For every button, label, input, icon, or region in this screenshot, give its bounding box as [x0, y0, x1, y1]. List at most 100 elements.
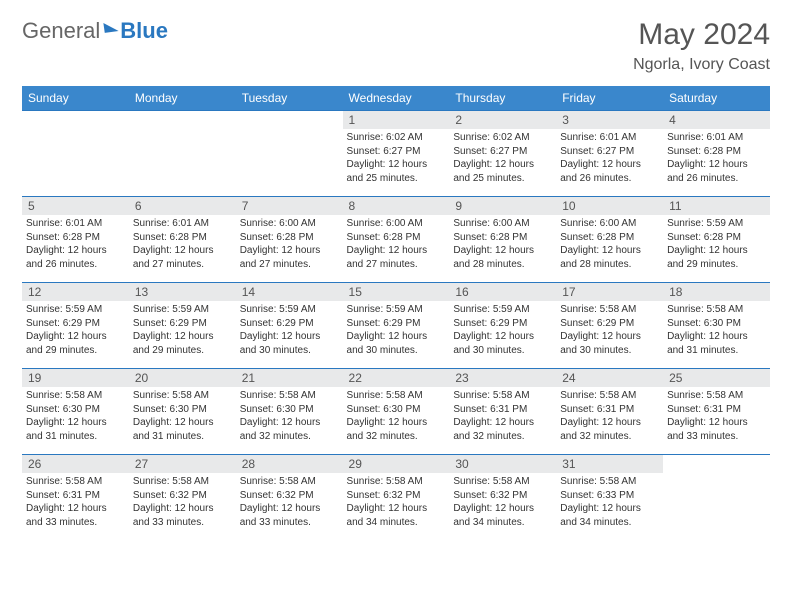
sunrise-text: Sunrise: 5:58 AM: [347, 389, 446, 403]
sunrise-text: Sunrise: 5:58 AM: [667, 303, 766, 317]
calendar-week-row: 12Sunrise: 5:59 AMSunset: 6:29 PMDayligh…: [22, 283, 770, 369]
sunrise-text: Sunrise: 5:58 AM: [453, 475, 552, 489]
header: General Blue May 2024 Ngorla, Ivory Coas…: [22, 18, 770, 74]
calendar-day-cell: 21Sunrise: 5:58 AMSunset: 6:30 PMDayligh…: [236, 369, 343, 455]
calendar-day-cell: 16Sunrise: 5:59 AMSunset: 6:29 PMDayligh…: [449, 283, 556, 369]
calendar-day-cell: 4Sunrise: 6:01 AMSunset: 6:28 PMDaylight…: [663, 111, 770, 197]
day-number: 10: [556, 197, 663, 215]
day-number: 29: [343, 455, 450, 473]
day-number: 11: [663, 197, 770, 215]
sunrise-text: Sunrise: 5:59 AM: [133, 303, 232, 317]
location: Ngorla, Ivory Coast: [633, 56, 770, 74]
day-number: 19: [22, 369, 129, 387]
daylight-text: Daylight: 12 hours and 29 minutes.: [133, 330, 232, 357]
calendar-day-cell: 24Sunrise: 5:58 AMSunset: 6:31 PMDayligh…: [556, 369, 663, 455]
sunset-text: Sunset: 6:28 PM: [453, 231, 552, 245]
calendar-day-cell: 28Sunrise: 5:58 AMSunset: 6:32 PMDayligh…: [236, 455, 343, 541]
day-info: Sunrise: 6:02 AMSunset: 6:27 PMDaylight:…: [343, 129, 450, 189]
day-info: Sunrise: 5:58 AMSunset: 6:30 PMDaylight:…: [663, 301, 770, 361]
sunrise-text: Sunrise: 5:59 AM: [347, 303, 446, 317]
day-info: Sunrise: 5:58 AMSunset: 6:31 PMDaylight:…: [22, 473, 129, 533]
day-number: 20: [129, 369, 236, 387]
day-info: Sunrise: 5:59 AMSunset: 6:29 PMDaylight:…: [22, 301, 129, 361]
sunrise-text: Sunrise: 5:59 AM: [26, 303, 125, 317]
calendar-day-cell: 8Sunrise: 6:00 AMSunset: 6:28 PMDaylight…: [343, 197, 450, 283]
daylight-text: Daylight: 12 hours and 25 minutes.: [347, 158, 446, 185]
sunset-text: Sunset: 6:28 PM: [240, 231, 339, 245]
sunset-text: Sunset: 6:32 PM: [453, 489, 552, 503]
sunset-text: Sunset: 6:30 PM: [240, 403, 339, 417]
calendar-day-cell: 22Sunrise: 5:58 AMSunset: 6:30 PMDayligh…: [343, 369, 450, 455]
daylight-text: Daylight: 12 hours and 33 minutes.: [667, 416, 766, 443]
daylight-text: Daylight: 12 hours and 26 minutes.: [667, 158, 766, 185]
sunrise-text: Sunrise: 5:58 AM: [560, 389, 659, 403]
day-info: Sunrise: 5:58 AMSunset: 6:33 PMDaylight:…: [556, 473, 663, 533]
sunset-text: Sunset: 6:29 PM: [560, 317, 659, 331]
calendar-week-row: 19Sunrise: 5:58 AMSunset: 6:30 PMDayligh…: [22, 369, 770, 455]
sunrise-text: Sunrise: 5:58 AM: [560, 303, 659, 317]
day-number: 2: [449, 111, 556, 129]
calendar-day-cell: [663, 455, 770, 541]
daylight-text: Daylight: 12 hours and 30 minutes.: [347, 330, 446, 357]
daylight-text: Daylight: 12 hours and 34 minutes.: [560, 502, 659, 529]
calendar-day-cell: 30Sunrise: 5:58 AMSunset: 6:32 PMDayligh…: [449, 455, 556, 541]
day-info: Sunrise: 5:58 AMSunset: 6:30 PMDaylight:…: [343, 387, 450, 447]
sunset-text: Sunset: 6:29 PM: [453, 317, 552, 331]
calendar-day-cell: 7Sunrise: 6:00 AMSunset: 6:28 PMDaylight…: [236, 197, 343, 283]
calendar-day-cell: [129, 111, 236, 197]
calendar-day-cell: 12Sunrise: 5:59 AMSunset: 6:29 PMDayligh…: [22, 283, 129, 369]
day-info: Sunrise: 5:58 AMSunset: 6:31 PMDaylight:…: [663, 387, 770, 447]
day-number: 1: [343, 111, 450, 129]
calendar-day-cell: 20Sunrise: 5:58 AMSunset: 6:30 PMDayligh…: [129, 369, 236, 455]
day-number: 6: [129, 197, 236, 215]
daylight-text: Daylight: 12 hours and 31 minutes.: [133, 416, 232, 443]
weekday-header: Friday: [556, 86, 663, 111]
day-info: Sunrise: 6:00 AMSunset: 6:28 PMDaylight:…: [449, 215, 556, 275]
sunrise-text: Sunrise: 6:00 AM: [560, 217, 659, 231]
daylight-text: Daylight: 12 hours and 32 minutes.: [347, 416, 446, 443]
day-number: 4: [663, 111, 770, 129]
day-info: Sunrise: 5:58 AMSunset: 6:31 PMDaylight:…: [449, 387, 556, 447]
calendar-day-cell: 25Sunrise: 5:58 AMSunset: 6:31 PMDayligh…: [663, 369, 770, 455]
daylight-text: Daylight: 12 hours and 33 minutes.: [240, 502, 339, 529]
day-number: 24: [556, 369, 663, 387]
sunrise-text: Sunrise: 6:01 AM: [667, 131, 766, 145]
day-info: Sunrise: 6:00 AMSunset: 6:28 PMDaylight:…: [236, 215, 343, 275]
day-number: 30: [449, 455, 556, 473]
sunrise-text: Sunrise: 5:59 AM: [453, 303, 552, 317]
day-info: Sunrise: 6:01 AMSunset: 6:28 PMDaylight:…: [663, 129, 770, 189]
sail-icon: [104, 21, 119, 33]
day-info: Sunrise: 6:01 AMSunset: 6:27 PMDaylight:…: [556, 129, 663, 189]
logo: General Blue: [22, 18, 168, 44]
sunset-text: Sunset: 6:31 PM: [560, 403, 659, 417]
sunset-text: Sunset: 6:28 PM: [667, 145, 766, 159]
daylight-text: Daylight: 12 hours and 33 minutes.: [26, 502, 125, 529]
sunrise-text: Sunrise: 5:59 AM: [667, 217, 766, 231]
day-number: 13: [129, 283, 236, 301]
weekday-header: Saturday: [663, 86, 770, 111]
day-info: Sunrise: 5:58 AMSunset: 6:31 PMDaylight:…: [556, 387, 663, 447]
daylight-text: Daylight: 12 hours and 31 minutes.: [26, 416, 125, 443]
sunrise-text: Sunrise: 6:00 AM: [347, 217, 446, 231]
calendar-day-cell: 2Sunrise: 6:02 AMSunset: 6:27 PMDaylight…: [449, 111, 556, 197]
sunset-text: Sunset: 6:32 PM: [240, 489, 339, 503]
sunrise-text: Sunrise: 6:01 AM: [26, 217, 125, 231]
daylight-text: Daylight: 12 hours and 30 minutes.: [240, 330, 339, 357]
sunset-text: Sunset: 6:31 PM: [453, 403, 552, 417]
sunset-text: Sunset: 6:29 PM: [133, 317, 232, 331]
calendar-day-cell: [22, 111, 129, 197]
day-info: Sunrise: 5:59 AMSunset: 6:29 PMDaylight:…: [236, 301, 343, 361]
daylight-text: Daylight: 12 hours and 34 minutes.: [347, 502, 446, 529]
day-info: Sunrise: 6:00 AMSunset: 6:28 PMDaylight:…: [556, 215, 663, 275]
daylight-text: Daylight: 12 hours and 29 minutes.: [667, 244, 766, 271]
sunset-text: Sunset: 6:32 PM: [347, 489, 446, 503]
sunset-text: Sunset: 6:27 PM: [453, 145, 552, 159]
day-number: 21: [236, 369, 343, 387]
title-block: May 2024 Ngorla, Ivory Coast: [633, 18, 770, 74]
weekday-header: Tuesday: [236, 86, 343, 111]
calendar-day-cell: 9Sunrise: 6:00 AMSunset: 6:28 PMDaylight…: [449, 197, 556, 283]
weekday-header: Thursday: [449, 86, 556, 111]
day-number: 5: [22, 197, 129, 215]
daylight-text: Daylight: 12 hours and 32 minutes.: [560, 416, 659, 443]
sunset-text: Sunset: 6:31 PM: [26, 489, 125, 503]
